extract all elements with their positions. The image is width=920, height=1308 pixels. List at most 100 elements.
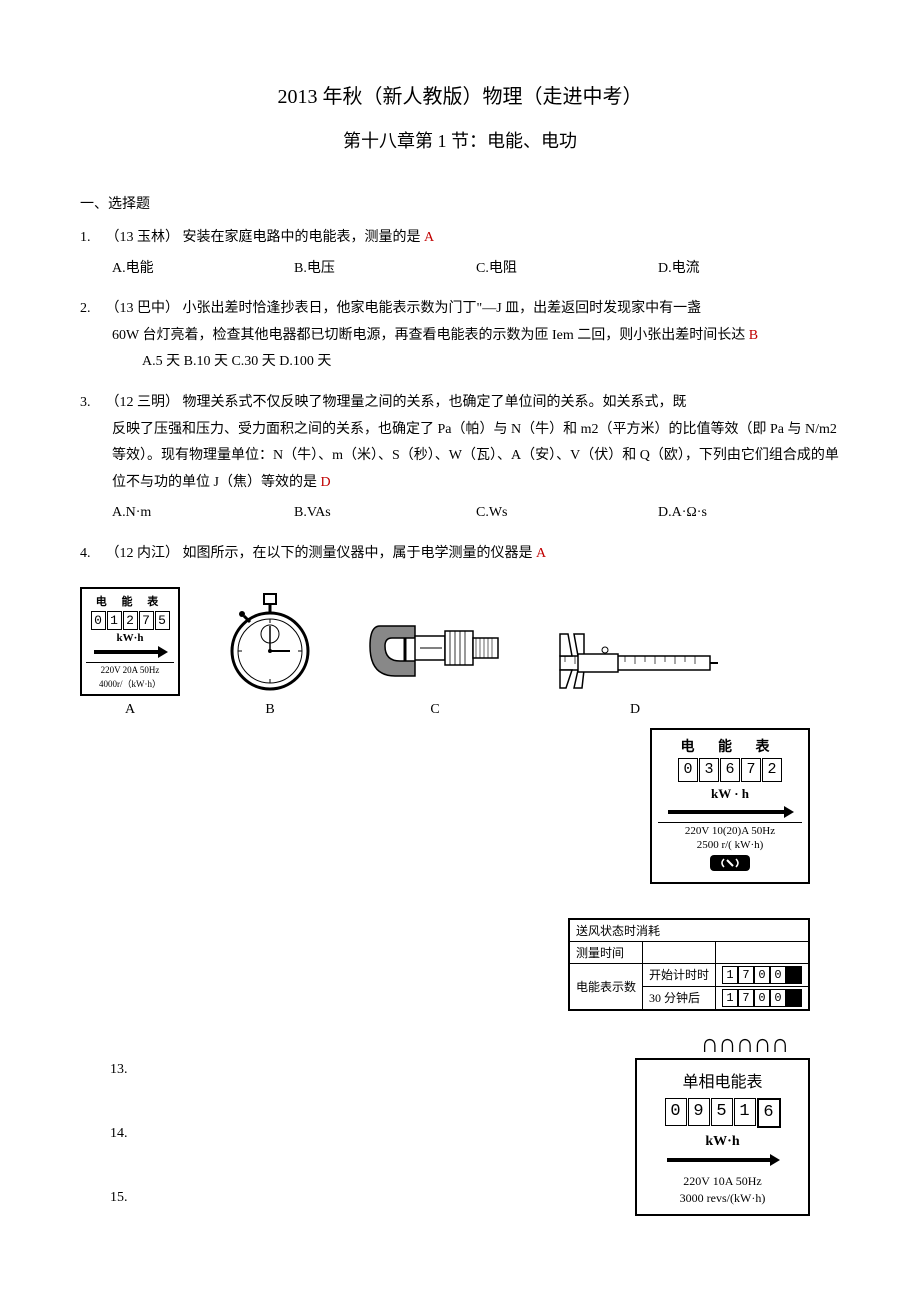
q3-body: 反映了压强和压力、受力面积之间的关系，也确定了 Pa（帕）与 N（牛）和 m2（…: [80, 417, 840, 497]
energy-meter-a: 电 能 表 0 1 2 7 5 kW·h 220V 20A 50Hz 4000r…: [80, 587, 180, 696]
right-figure-stack: 电 能 表 0 3 6 7 2 kW · h 220V 10(20)A 50Hz…: [80, 728, 840, 988]
tbl-merge: 电能表示数: [569, 963, 642, 1009]
meter-r-unit: kW · h: [658, 786, 802, 802]
digit: 0: [678, 758, 698, 782]
instrument-a: 电 能 表 0 1 2 7 5 kW·h 220V 20A 50Hz 4000r…: [80, 587, 180, 718]
digit: 0: [91, 611, 106, 630]
q1-source: （13 玉林）: [106, 230, 180, 245]
digit: 2: [762, 758, 782, 782]
meter-a-spec1: 220V 20A 50Hz: [86, 662, 174, 675]
tbl-r1c1: 测量时间: [569, 941, 642, 963]
q3-opt-a: A.N·m: [112, 500, 294, 527]
reading-table: 送风状态时消耗 测量时间 电能表示数 开始计时时 1 7 0 0: [568, 918, 810, 1011]
meter-a-title: 电 能 表: [86, 593, 174, 609]
digit: 1: [722, 989, 738, 1007]
digit: 7: [738, 989, 754, 1007]
meter-r-spec2: 2500 r/( kW·h): [658, 837, 802, 851]
q2-text-a: 小张出差时恰逢抄表日，他家电能表示数为门丁"—J 皿，出差返回时发现家中有一盏: [183, 301, 702, 316]
micrometer-icon: [360, 606, 510, 696]
meter-a-digits: 0 1 2 7 5: [86, 611, 174, 630]
meter-a-unit: kW·h: [86, 632, 174, 644]
meter-l-spec1: 220V 10A 50Hz: [645, 1172, 800, 1189]
q1-opt-b: B.电压: [294, 256, 476, 283]
meter-l-unit: kW·h: [645, 1134, 800, 1150]
digit-black: [786, 966, 802, 984]
digit: 1: [734, 1098, 756, 1126]
digit: 3: [699, 758, 719, 782]
q3-text-a: 物理关系式不仅反映了物理量之间的关系，也确定了单位间的关系。如关系式，既: [183, 395, 687, 410]
lower-block: 13. 14. 15. ∩∩∩∩∩ 单相电能表 0 9 5 1 6 kW·h 2…: [80, 1018, 840, 1268]
digit: 5: [711, 1098, 733, 1126]
q3-answer: D: [320, 475, 330, 490]
q4-number: 4.: [80, 541, 102, 568]
tbl-r3c3: 1 7 0 0: [716, 986, 809, 1009]
instrument-c-label: C: [430, 702, 439, 718]
q3-opt-c: C.Ws: [476, 500, 658, 527]
digit: 2: [123, 611, 138, 630]
num-13: 13.: [110, 1038, 128, 1102]
energy-meter-lower: 单相电能表 0 9 5 1 6 kW·h 220V 10A 50Hz 3000 …: [635, 1058, 810, 1216]
lower-numbers: 13. 14. 15.: [110, 1038, 128, 1230]
instrument-d-label: D: [630, 702, 640, 718]
tbl-r2c3: 1 7 0 0: [716, 963, 809, 986]
q3-number: 3.: [80, 390, 102, 417]
caliper-icon: [550, 626, 720, 696]
q2-options: A.5 天 B.10 天 C.30 天 D.100 天: [112, 349, 840, 376]
q1-number: 1.: [80, 225, 102, 252]
digit: 6: [757, 1098, 781, 1128]
meter-r-badge: [658, 855, 802, 876]
instrument-row: 电 能 表 0 1 2 7 5 kW·h 220V 20A 50Hz 4000r…: [80, 586, 840, 718]
question-3: 3. （12 三明） 物理关系式不仅反映了物理量之间的关系，也确定了单位间的关系…: [80, 390, 840, 527]
instrument-b: B: [220, 586, 320, 718]
stopwatch-icon: [220, 586, 320, 696]
digit: 6: [720, 758, 740, 782]
digit: 0: [754, 989, 770, 1007]
meter-r-digits: 0 3 6 7 2: [658, 758, 802, 782]
digit-black: [786, 989, 802, 1007]
arrow-icon: [90, 646, 170, 660]
question-1: 1. （13 玉林） 安装在家庭电路中的电能表，测量的是 A A.电能 B.电压…: [80, 225, 840, 282]
meter-r-spec1: 220V 10(20)A 50Hz: [658, 822, 802, 837]
digit: 7: [741, 758, 761, 782]
section-heading: 一、选择题: [80, 193, 840, 213]
q1-answer: A: [424, 230, 434, 245]
q4-text: 如图所示，在以下的测量仪器中，属于电学测量的仪器是: [183, 546, 537, 561]
q2-source: （13 巴中）: [106, 301, 180, 316]
q1-opt-a: A.电能: [112, 256, 294, 283]
tbl-r2c2: 开始计时时: [642, 963, 715, 986]
tbl-head: 送风状态时消耗: [569, 919, 808, 941]
digit: 1: [722, 966, 738, 984]
q2-answer: B: [749, 328, 758, 343]
instrument-a-label: A: [125, 702, 135, 718]
q2-text-b: 60W 台灯亮着，检查其他电器都已切断电源，再查看电能表的示数为匝 Iem 二回…: [112, 328, 749, 343]
digit: 0: [754, 966, 770, 984]
question-4: 4. （12 内江） 如图所示，在以下的测量仪器中，属于电学测量的仪器是 A: [80, 541, 840, 568]
coils-icon: ∩∩∩∩∩: [702, 1030, 790, 1060]
digit: 0: [665, 1098, 687, 1126]
num-15: 15.: [110, 1166, 128, 1230]
instrument-b-label: B: [265, 702, 274, 718]
digit: 7: [139, 611, 154, 630]
digit: 7: [738, 966, 754, 984]
q1-text: 安装在家庭电路中的电能表，测量的是: [183, 230, 425, 245]
q1-opt-c: C.电阻: [476, 256, 658, 283]
q3-opt-b: B.VAs: [294, 500, 476, 527]
q3-options: A.N·m B.VAs C.Ws D.A·Ω·s: [80, 500, 840, 527]
q1-opt-d: D.电流: [658, 256, 840, 283]
question-2: 2. （13 巴中） 小张出差时恰逢抄表日，他家电能表示数为门丁"—J 皿，出差…: [80, 296, 840, 376]
document-page: 2013 年秋（新人教版）物理（走进中考） 第十八章第 1 节：电能、电功 一、…: [0, 0, 920, 1308]
digit: 5: [155, 611, 170, 630]
meter-l-name: 单相电能表: [645, 1068, 800, 1092]
page-title: 2013 年秋（新人教版）物理（走进中考）: [80, 80, 840, 109]
energy-meter-right: 电 能 表 0 3 6 7 2 kW · h 220V 10(20)A 50Hz…: [650, 728, 810, 884]
meter-r-title: 电 能 表: [658, 736, 802, 756]
q3-source: （12 三明）: [106, 395, 180, 410]
digit: 1: [107, 611, 122, 630]
q3-opt-d: D.A·Ω·s: [658, 500, 840, 527]
q4-answer: A: [536, 546, 546, 561]
instrument-d: D: [550, 626, 720, 718]
q1-options: A.电能 B.电压 C.电阻 D.电流: [80, 256, 840, 283]
arrow-icon: [658, 806, 802, 820]
q4-source: （12 内江）: [106, 546, 180, 561]
instrument-c: C: [360, 606, 510, 718]
